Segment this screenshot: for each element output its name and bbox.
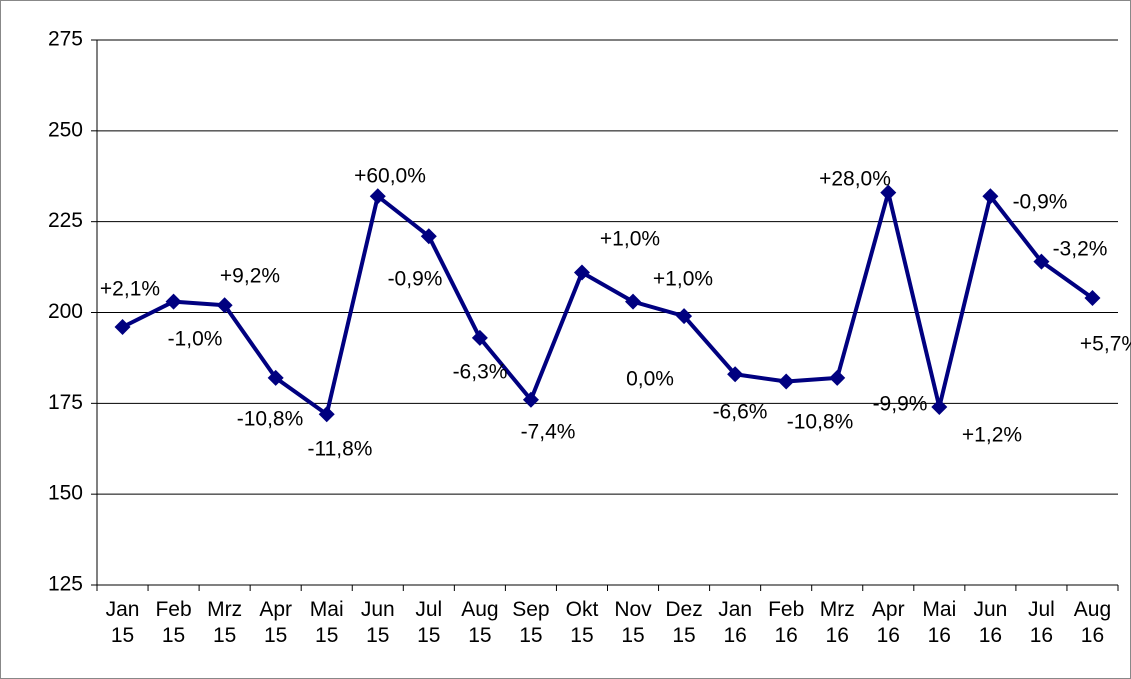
y-tick-label: 275 (48, 28, 83, 51)
marker (982, 188, 999, 205)
line (121, 190, 1094, 417)
marker (114, 319, 131, 336)
x-tick-label: Jan 15 (105, 598, 140, 647)
marker (676, 308, 693, 325)
x-tick-label: Feb 15 (155, 598, 192, 647)
point-label: +1,0% (653, 268, 713, 291)
point-label: 0,0% (626, 368, 674, 391)
x-tick-label: Apr 16 (871, 598, 905, 647)
point-label: +28,0% (819, 168, 891, 191)
point-label: -6,6% (713, 401, 768, 424)
point-label: -7,4% (521, 421, 576, 444)
marker (1033, 253, 1050, 270)
y-tick-label: 250 (48, 118, 83, 141)
marker (829, 369, 846, 386)
point-label: -3,2% (1053, 238, 1108, 261)
point-label: +1,2% (962, 424, 1022, 447)
x-tick-label: Dez 15 (665, 598, 703, 647)
point-label: +5,7% (1080, 333, 1131, 356)
marker (369, 188, 386, 205)
y-tick-label: 175 (48, 391, 83, 414)
point-label: -10,8% (787, 411, 854, 434)
x-tick-label: Jun 15 (360, 598, 395, 647)
point-label: -6,3% (453, 361, 508, 384)
x-tick-label: Feb 16 (768, 598, 805, 647)
point-label: -9,9% (873, 393, 928, 416)
x-tick-label: Apr 15 (259, 598, 293, 647)
point-label: -11,8% (308, 438, 373, 461)
point-label: +9,2% (220, 265, 280, 288)
x-tick-label: Sep 15 (512, 598, 550, 647)
marker (778, 373, 795, 390)
marker (727, 366, 744, 383)
y-tick-label: 150 (48, 482, 83, 505)
x-tick-label: Nov 15 (614, 598, 652, 647)
x-tick-label: Aug 15 (461, 598, 499, 647)
x-tick-label: Mrz 15 (207, 598, 243, 647)
marker (573, 264, 590, 281)
marker (267, 369, 284, 386)
x-tick-label: Jan 16 (718, 598, 753, 647)
marker (471, 329, 488, 346)
y-tick-label: 200 (48, 300, 83, 323)
x-tick-label: Okt 15 (565, 598, 599, 647)
marker (880, 184, 897, 201)
point-label: -10,8% (237, 408, 304, 431)
marker (420, 228, 437, 245)
x-tick-label: Mai 16 (922, 598, 957, 647)
point-label: +2,1% (100, 278, 160, 301)
x-tick-label: Aug 16 (1073, 598, 1112, 647)
point-label: -0,9% (1013, 191, 1068, 214)
x-tick-label: Jun 16 (973, 598, 1008, 647)
marker (625, 293, 642, 310)
y-tick-label: 225 (48, 209, 83, 232)
x-tick-label: Mrz 16 (819, 598, 855, 647)
marker (522, 391, 539, 408)
y-tick-label: 125 (48, 573, 83, 596)
marker (1084, 289, 1101, 306)
point-label: -0,9% (388, 268, 443, 291)
x-tick-label: Jul 16 (1027, 598, 1055, 647)
point-label: +1,0% (600, 228, 660, 251)
marker (165, 293, 182, 310)
x-tick-label: Mai 15 (309, 598, 344, 647)
marker (318, 406, 335, 423)
point-label: +60,0% (354, 165, 426, 188)
marker (216, 297, 233, 314)
marker (931, 398, 948, 415)
x-tick-label: Jul 15 (415, 598, 443, 647)
point-label: -1,0% (168, 328, 223, 351)
